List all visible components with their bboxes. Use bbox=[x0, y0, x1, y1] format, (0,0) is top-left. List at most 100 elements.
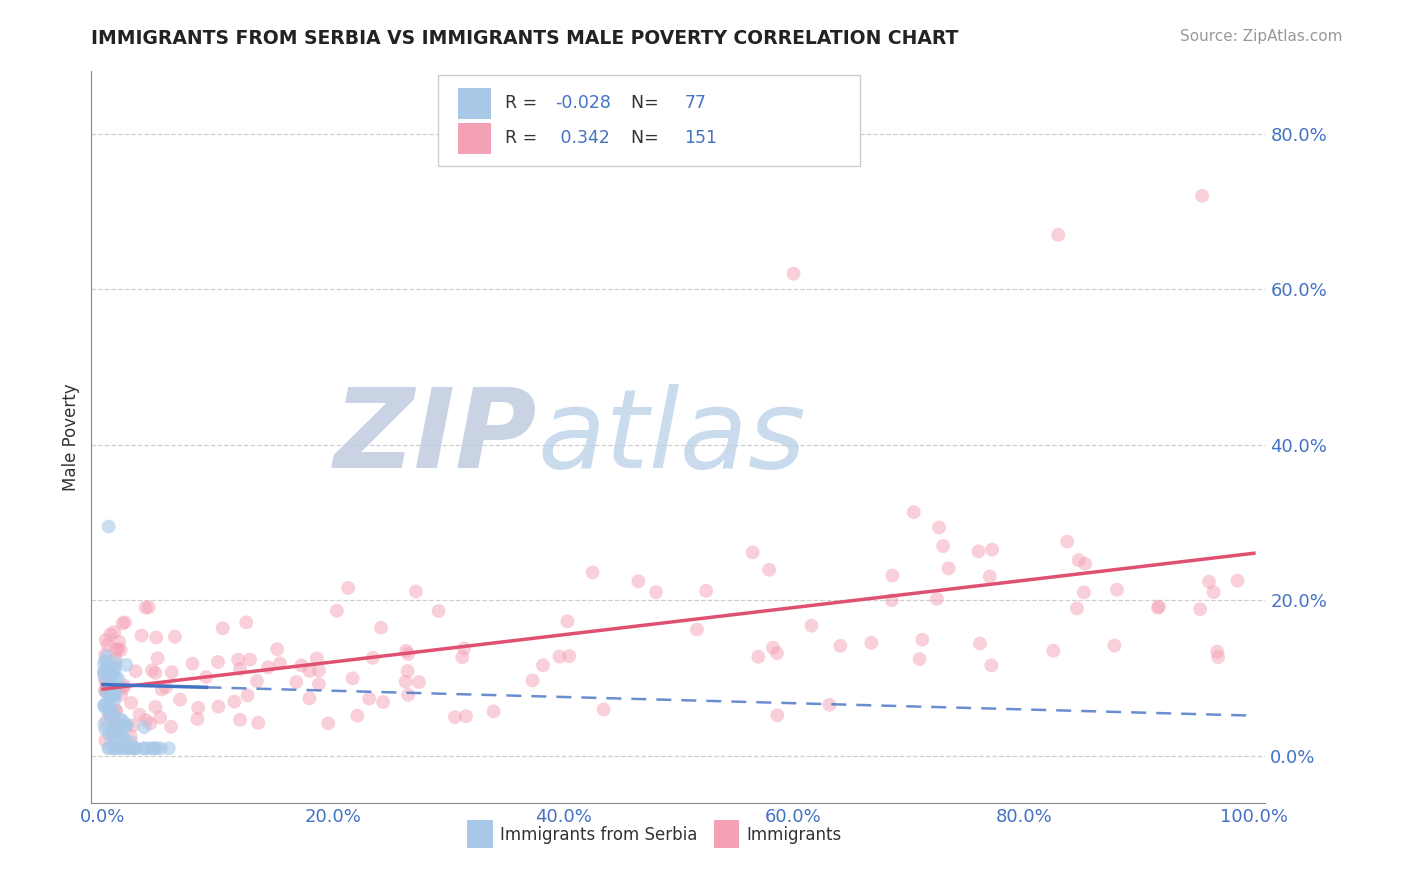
Point bbox=[112, 719, 135, 733]
Point bbox=[143, 741, 166, 756]
Point bbox=[143, 665, 166, 680]
Point bbox=[120, 696, 142, 710]
Point bbox=[592, 702, 614, 716]
Point bbox=[160, 665, 183, 680]
Point bbox=[103, 690, 125, 704]
Point bbox=[1206, 645, 1229, 659]
Point bbox=[104, 652, 127, 666]
Text: atlas: atlas bbox=[537, 384, 806, 491]
Point bbox=[120, 735, 142, 749]
Point bbox=[103, 741, 125, 756]
Point bbox=[903, 505, 925, 519]
Point bbox=[207, 655, 229, 669]
Text: ZIP: ZIP bbox=[335, 384, 537, 491]
Point bbox=[316, 716, 339, 731]
Point bbox=[110, 720, 132, 734]
Point bbox=[235, 615, 257, 630]
Point bbox=[686, 623, 709, 637]
Point bbox=[1042, 644, 1064, 658]
Point bbox=[370, 621, 392, 635]
Point bbox=[145, 741, 167, 756]
Text: R =: R = bbox=[505, 94, 543, 112]
Point bbox=[146, 651, 169, 665]
Point bbox=[371, 695, 394, 709]
Point bbox=[107, 741, 129, 756]
Point bbox=[131, 628, 153, 642]
Point bbox=[93, 698, 115, 713]
Point bbox=[645, 585, 668, 599]
Point bbox=[149, 710, 172, 724]
Point bbox=[128, 707, 150, 722]
Point bbox=[150, 682, 173, 697]
Point bbox=[1191, 189, 1213, 203]
Point bbox=[558, 649, 581, 664]
Point bbox=[337, 581, 360, 595]
Point bbox=[187, 701, 209, 715]
Point bbox=[758, 563, 780, 577]
Bar bbox=[714, 821, 740, 848]
Point bbox=[93, 657, 115, 671]
Bar bbox=[467, 821, 494, 848]
Point bbox=[169, 692, 191, 706]
Point bbox=[298, 664, 321, 678]
Point bbox=[186, 712, 208, 726]
Point bbox=[557, 615, 579, 629]
Point bbox=[107, 673, 129, 687]
Point bbox=[101, 676, 124, 690]
Point bbox=[142, 741, 165, 756]
Point bbox=[101, 725, 124, 739]
Point bbox=[110, 688, 132, 702]
Point bbox=[100, 669, 122, 683]
Point bbox=[290, 658, 312, 673]
Point bbox=[117, 741, 139, 756]
Y-axis label: Male Poverty: Male Poverty bbox=[62, 384, 80, 491]
Point bbox=[932, 539, 955, 553]
Text: N=: N= bbox=[631, 94, 665, 112]
Point bbox=[226, 652, 249, 666]
Point bbox=[305, 651, 328, 665]
Point bbox=[451, 650, 474, 665]
Text: R =: R = bbox=[505, 129, 543, 147]
Point bbox=[105, 642, 128, 657]
Point bbox=[101, 727, 124, 741]
Point bbox=[695, 583, 717, 598]
Point bbox=[93, 665, 115, 680]
Point bbox=[135, 600, 157, 615]
Point bbox=[396, 647, 419, 661]
Point bbox=[967, 544, 990, 558]
Point bbox=[100, 665, 122, 680]
Point bbox=[138, 600, 160, 615]
Point bbox=[762, 640, 785, 655]
Point bbox=[207, 699, 229, 714]
Point bbox=[115, 718, 138, 732]
Point bbox=[98, 740, 121, 755]
Point bbox=[285, 675, 308, 690]
Point bbox=[938, 561, 960, 575]
Point bbox=[93, 698, 115, 713]
Point bbox=[149, 741, 172, 756]
Point bbox=[124, 664, 146, 678]
Point bbox=[211, 621, 233, 635]
Point bbox=[107, 730, 129, 744]
Point bbox=[880, 593, 903, 607]
Point bbox=[115, 717, 138, 731]
Point bbox=[782, 267, 804, 281]
Point bbox=[100, 627, 122, 641]
Point bbox=[114, 741, 136, 756]
Point bbox=[101, 706, 124, 721]
Point bbox=[246, 674, 269, 689]
Point bbox=[548, 649, 571, 664]
Point bbox=[124, 741, 146, 756]
Point bbox=[134, 741, 156, 756]
Point bbox=[96, 649, 118, 664]
Point bbox=[1226, 574, 1249, 588]
Point bbox=[1074, 557, 1097, 571]
Point bbox=[94, 733, 117, 747]
Point bbox=[1105, 582, 1128, 597]
Point bbox=[105, 723, 128, 738]
Point bbox=[120, 730, 142, 744]
Point bbox=[94, 654, 117, 668]
Point bbox=[108, 634, 131, 648]
Point bbox=[97, 638, 120, 652]
Point bbox=[96, 696, 118, 710]
